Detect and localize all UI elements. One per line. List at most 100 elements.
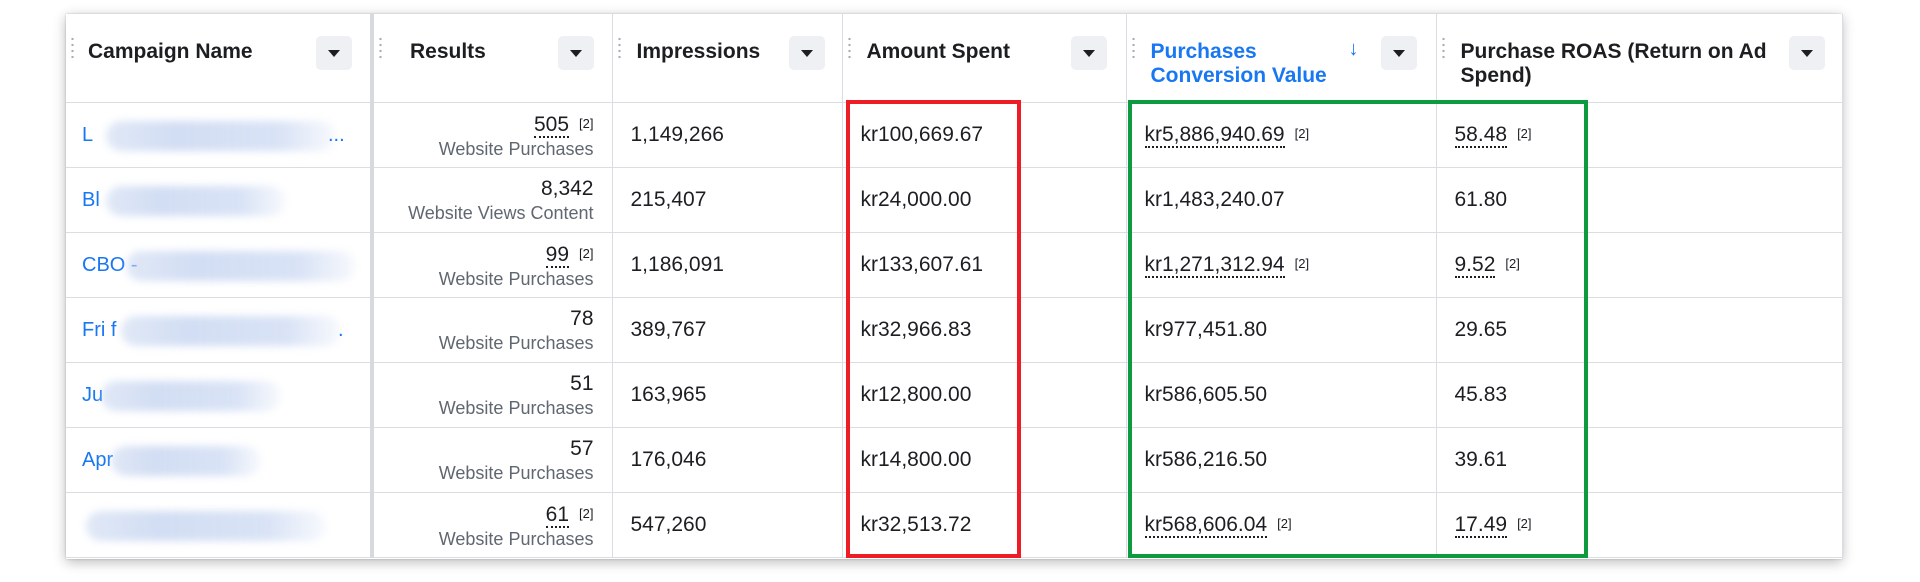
roas-value[interactable]: 17.49 <box>1454 513 1508 538</box>
campaign-name-cell[interactable]: Ju <box>66 362 374 428</box>
column-header-label: Purchase ROAS (Return on Ad Spend) <box>1460 40 1767 87</box>
table-row[interactable]: L ... 505 [2] Website Purchases 1,149,266… <box>66 102 1843 168</box>
conversion-value[interactable]: kr568,606.04 <box>1144 513 1268 538</box>
drag-handle-icon[interactable] <box>617 36 621 62</box>
header-row: Campaign Name Results Impressions <box>66 14 1843 103</box>
drag-handle-icon[interactable] <box>379 36 382 62</box>
results-type: Website Purchases <box>438 398 594 418</box>
campaign-name-cell[interactable] <box>66 492 374 558</box>
column-header-purchase-roas[interactable]: Purchase ROAS (Return on Ad Spend) <box>1436 14 1843 103</box>
caret-down-icon <box>1392 49 1405 57</box>
conversion-value-cell: kr586,216.50 <box>1126 427 1437 493</box>
results-value[interactable]: 505 <box>533 112 570 138</box>
table-row[interactable]: Fri f . 78 Website Purchases 389,767 kr3… <box>66 297 1843 363</box>
drag-handle-icon[interactable] <box>1131 36 1135 62</box>
amount-spent-value: kr133,607.61 <box>860 253 984 276</box>
footnote-marker: [2] <box>1277 516 1292 531</box>
results-cell: 99 [2] Website Purchases <box>372 232 613 298</box>
results-cell: 505 [2] Website Purchases <box>372 102 613 168</box>
conversion-value[interactable]: kr1,271,312.94 <box>1144 253 1285 278</box>
campaign-name-link[interactable]: Apr <box>82 449 114 471</box>
results-value[interactable]: 99 <box>545 242 570 268</box>
column-header-campaign-name[interactable]: Campaign Name <box>66 14 374 103</box>
conversion-value-cell: kr5,886,940.69 [2] <box>1126 102 1437 168</box>
campaign-name-cell[interactable]: Bl <box>66 167 374 233</box>
roas-value[interactable]: 58.48 <box>1454 123 1508 148</box>
footnote-marker: [2] <box>1294 126 1310 141</box>
footnote-marker: [2] <box>1505 256 1520 271</box>
footnote-marker: [2] <box>1517 516 1532 531</box>
column-menu-button[interactable] <box>1380 36 1417 70</box>
impressions-cell: 1,186,091 <box>612 232 843 298</box>
campaign-name-suffix: . <box>338 319 344 341</box>
conversion-value: kr1,483,240.07 <box>1144 188 1285 211</box>
conversion-value-cell: kr568,606.04 [2] <box>1126 492 1437 558</box>
drag-handle-icon[interactable] <box>1441 36 1445 62</box>
results-cell: 51 Website Purchases <box>372 362 613 428</box>
roas-cell: 58.48 [2] <box>1436 102 1843 168</box>
column-header-results[interactable]: Results <box>372 14 613 103</box>
roas-value: 39.61 <box>1454 448 1508 471</box>
amount-spent-cell: kr24,000.00 <box>842 167 1127 233</box>
results-value[interactable]: 61 <box>545 502 570 528</box>
results-value: 8,342 <box>540 177 594 200</box>
campaign-name-cell[interactable]: CBO - <box>66 232 374 298</box>
drag-handle-icon[interactable] <box>847 36 851 62</box>
conversion-value: kr586,605.50 <box>1144 383 1268 406</box>
roas-cell: 39.61 <box>1436 427 1843 493</box>
campaign-name-cell[interactable]: Apr <box>66 427 374 493</box>
impressions-cell: 1,149,266 <box>612 102 843 168</box>
table-row[interactable]: CBO - 99 [2] Website Purchases 1,186,091 … <box>66 232 1843 298</box>
column-header-impressions[interactable]: Impressions <box>612 14 843 103</box>
table-row[interactable]: Apr 57 Website Purchases 176,046 kr14,80… <box>66 427 1843 493</box>
roas-cell: 9.52 [2] <box>1436 232 1843 298</box>
caret-down-icon <box>328 49 340 57</box>
amount-spent-cell: kr133,607.61 <box>842 232 1127 298</box>
amount-spent-cell: kr14,800.00 <box>842 427 1127 493</box>
column-menu-button[interactable] <box>1788 36 1825 70</box>
column-menu-button[interactable] <box>1070 36 1107 70</box>
table-row[interactable]: Bl 8,342 Website Views Content 215,407 k… <box>66 167 1843 233</box>
column-header-amount-spent[interactable]: Amount Spent <box>842 14 1127 103</box>
roas-value[interactable]: 9.52 <box>1454 253 1496 278</box>
impressions-cell: 163,965 <box>612 362 843 428</box>
impressions-value: 547,260 <box>630 513 707 536</box>
table-row[interactable]: 61 [2] Website Purchases 547,260 kr32,513… <box>66 492 1843 558</box>
redacted-blur <box>126 251 356 281</box>
redacted-blur <box>106 186 286 216</box>
impressions-value: 215,407 <box>630 188 707 211</box>
campaign-name-link[interactable]: Bl <box>82 189 100 211</box>
campaign-name-link[interactable]: Ju <box>82 384 104 406</box>
amount-spent-cell: kr32,966.83 <box>842 297 1127 363</box>
impressions-value: 163,965 <box>630 383 707 406</box>
amount-spent-cell: kr100,669.67 <box>842 102 1127 168</box>
column-header-label: Purchases Conversion Value <box>1150 40 1327 87</box>
impressions-cell: 176,046 <box>612 427 843 493</box>
column-menu-button[interactable] <box>788 36 825 70</box>
footnote-marker: [2] <box>1294 256 1310 271</box>
campaign-name-cell[interactable]: L ... <box>66 102 374 168</box>
sort-descending-icon[interactable]: ↓ <box>1348 38 1359 60</box>
redacted-blur <box>101 381 281 411</box>
column-menu-button[interactable] <box>558 36 594 70</box>
amount-spent-cell: kr32,513.72 <box>842 492 1127 558</box>
table-row[interactable]: Ju 51 Website Purchases 163,965 kr12,800… <box>66 362 1843 428</box>
column-menu-button[interactable] <box>316 36 352 70</box>
roas-cell: 29.65 <box>1436 297 1843 363</box>
campaign-name-cell[interactable]: Fri f . <box>66 297 374 363</box>
redacted-blur <box>86 511 326 541</box>
column-header-purchases-conversion-value[interactable]: Purchases Conversion Value ↓ <box>1126 14 1437 103</box>
campaign-name-link[interactable]: L <box>82 124 94 146</box>
results-type: Website Purchases <box>438 528 594 549</box>
results-cell: 8,342 Website Views Content <box>372 167 613 233</box>
campaign-table-frame: Campaign Name Results Impressions <box>66 14 1843 559</box>
amount-spent-value: kr14,800.00 <box>860 448 972 471</box>
campaign-name-link[interactable]: Fri f <box>82 319 117 341</box>
conversion-value[interactable]: kr5,886,940.69 <box>1144 123 1285 148</box>
footnote-marker: [2] <box>1517 126 1532 141</box>
drag-handle-icon[interactable] <box>71 36 74 62</box>
conversion-value: kr586,216.50 <box>1144 448 1268 471</box>
results-type: Website Purchases <box>438 333 594 353</box>
campaign-name-link[interactable]: CBO - <box>82 254 138 276</box>
amount-spent-value: kr24,000.00 <box>860 188 972 211</box>
